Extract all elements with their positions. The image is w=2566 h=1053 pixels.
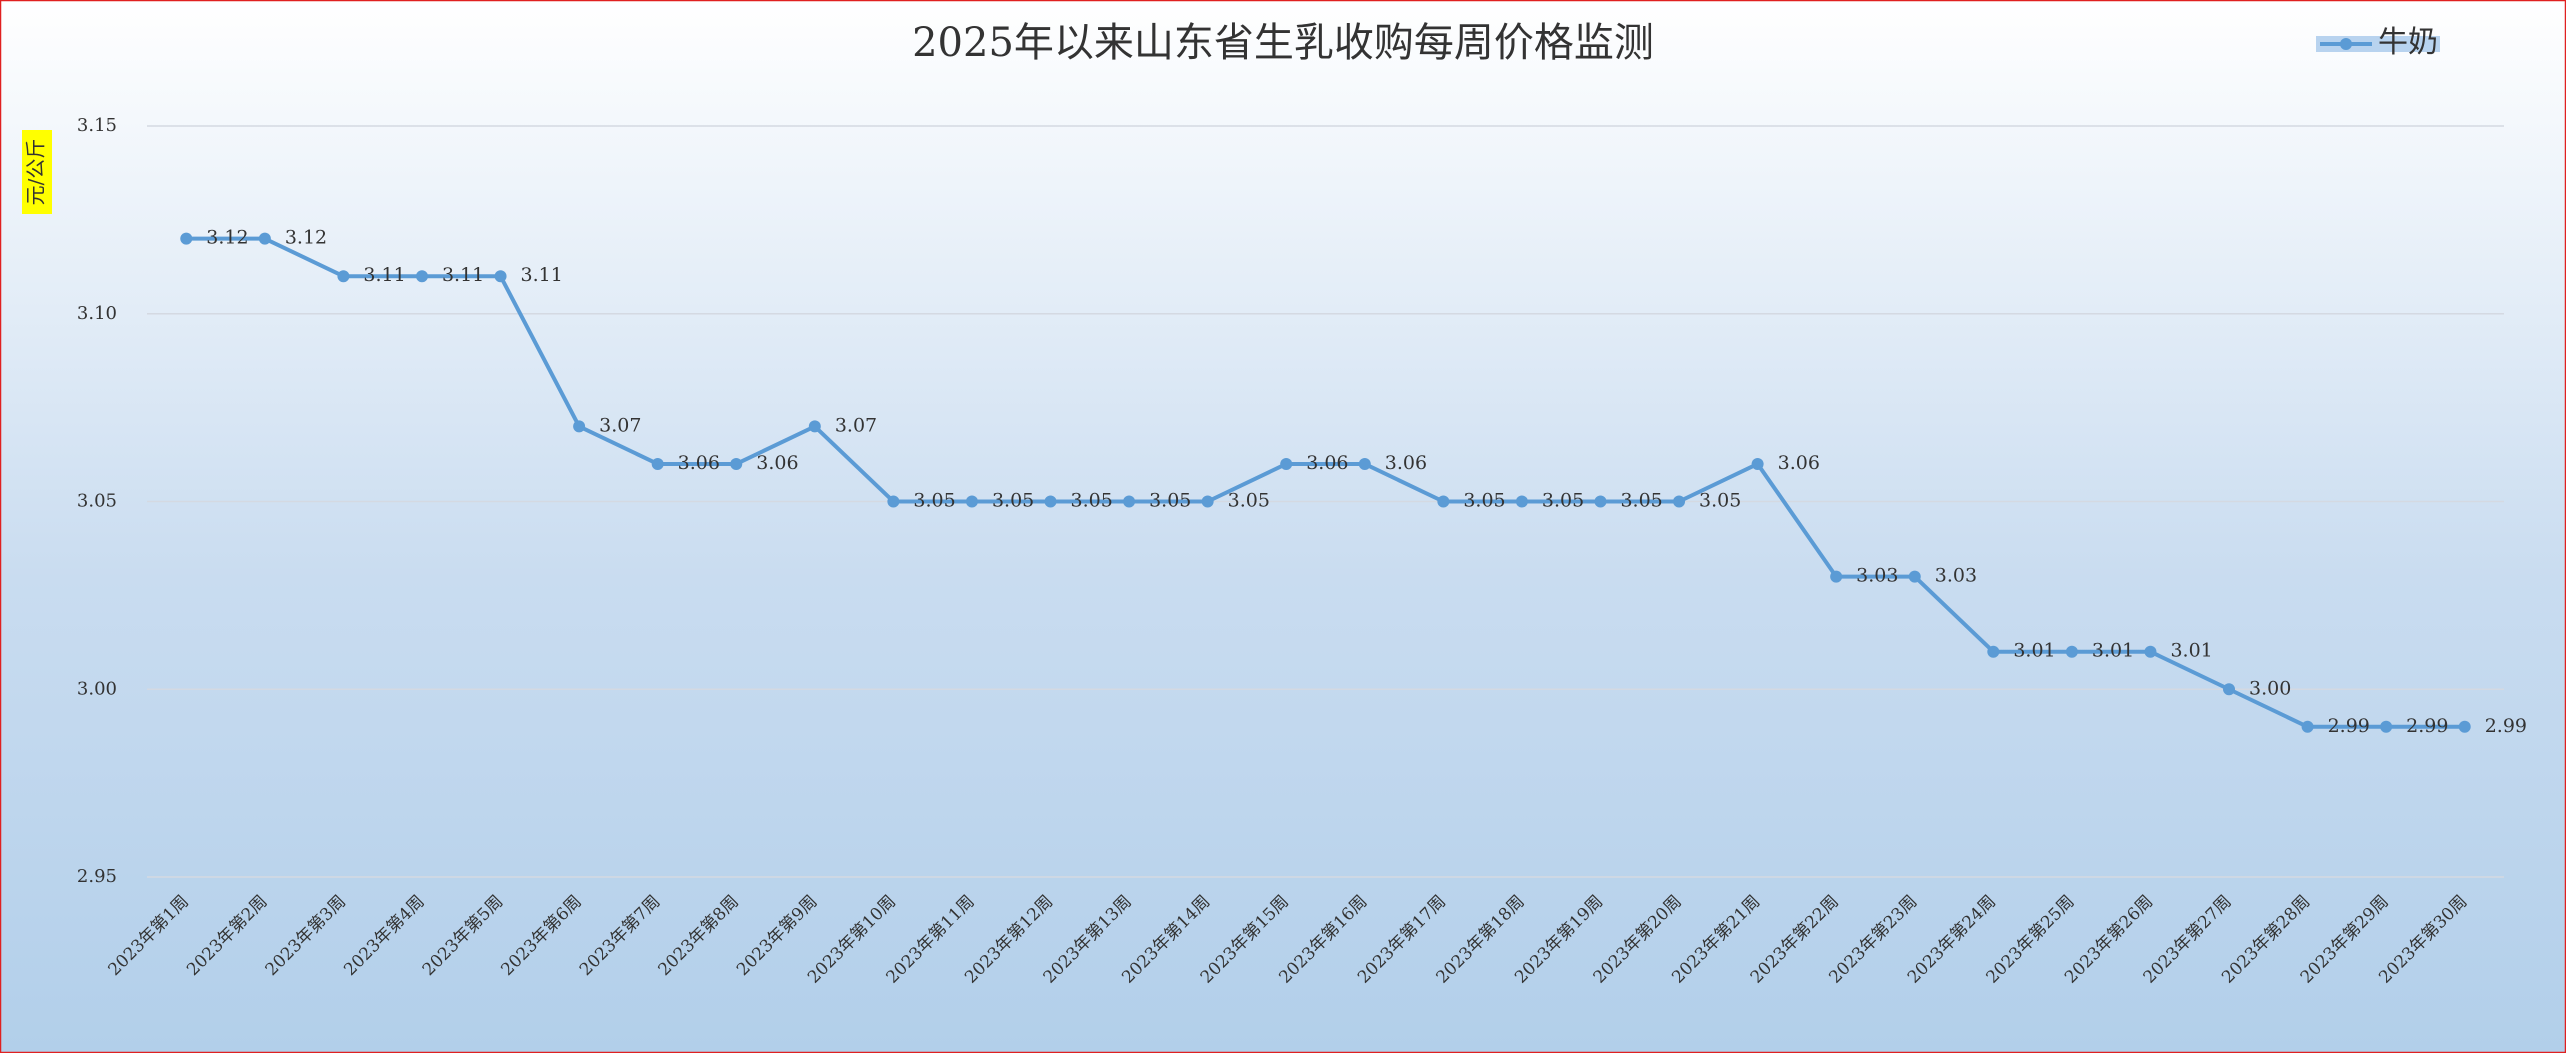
- data-point: [2223, 683, 2236, 696]
- data-label: 3.05: [1620, 490, 1662, 512]
- data-point: [2458, 720, 2471, 733]
- data-label: 3.03: [1856, 565, 1898, 587]
- data-point: [180, 232, 193, 245]
- y-tick-label: 3.10: [77, 303, 117, 324]
- data-point: [1123, 495, 1136, 508]
- data-point: [2065, 645, 2078, 658]
- data-point: [730, 457, 743, 470]
- data-label: 3.07: [835, 414, 877, 436]
- data-point: [965, 495, 978, 508]
- data-label: 3.01: [2170, 640, 2212, 662]
- data-point: [808, 420, 821, 433]
- data-point: [651, 457, 664, 470]
- y-axis-label: 元/公斤: [24, 139, 48, 206]
- data-label: 3.05: [1463, 490, 1505, 512]
- data-point: [258, 232, 271, 245]
- data-label: 3.12: [285, 227, 327, 249]
- data-point: [1044, 495, 1057, 508]
- data-label: 3.03: [1935, 565, 1977, 587]
- data-label: 3.11: [442, 264, 484, 286]
- data-point: [1673, 495, 1686, 508]
- data-point: [1987, 645, 2000, 658]
- data-point: [1594, 495, 1607, 508]
- data-label: 3.00: [2249, 677, 2291, 699]
- y-label-background: [22, 130, 52, 214]
- data-point: [1830, 570, 1843, 583]
- data-label: 3.05: [1542, 490, 1584, 512]
- data-point: [1908, 570, 1921, 583]
- data-point: [1437, 495, 1450, 508]
- data-label: 3.01: [2013, 640, 2055, 662]
- data-label: 3.12: [206, 227, 248, 249]
- data-point: [887, 495, 900, 508]
- data-label: 3.11: [363, 264, 405, 286]
- data-label: 3.06: [678, 452, 720, 474]
- data-label: 3.06: [756, 452, 798, 474]
- data-label: 2.99: [2328, 715, 2370, 737]
- data-label: 3.07: [599, 414, 641, 436]
- data-label: 2.99: [2485, 715, 2527, 737]
- data-point: [2301, 720, 2314, 733]
- data-label: 3.05: [1071, 490, 1113, 512]
- data-label: 3.05: [1228, 490, 1270, 512]
- legend-label: 牛奶: [2378, 25, 2438, 60]
- data-point: [1751, 457, 1764, 470]
- data-point: [1201, 495, 1214, 508]
- legend-marker: [2340, 38, 2352, 50]
- y-tick-label: 3.15: [77, 115, 117, 136]
- data-point: [1280, 457, 1293, 470]
- data-point: [1358, 457, 1371, 470]
- data-label: 3.05: [992, 490, 1034, 512]
- data-label: 3.06: [1778, 452, 1820, 474]
- data-label: 3.05: [1699, 490, 1741, 512]
- data-point: [2380, 720, 2393, 733]
- data-label: 3.01: [2092, 640, 2134, 662]
- y-tick-label: 3.00: [77, 678, 117, 699]
- chart-title: 2025年以来山东省生乳收购每周价格监测: [912, 20, 1654, 66]
- y-tick-label: 2.95: [77, 866, 117, 887]
- data-point: [573, 420, 586, 433]
- data-label: 3.06: [1385, 452, 1427, 474]
- data-label: 3.05: [1149, 490, 1191, 512]
- data-label: 2.99: [2406, 715, 2448, 737]
- data-point: [494, 270, 507, 283]
- series-line: [186, 236, 2465, 729]
- data-point: [337, 270, 350, 283]
- data-point: [415, 270, 428, 283]
- data-label: 3.06: [1306, 452, 1348, 474]
- data-point: [2144, 645, 2157, 658]
- data-point: [1515, 495, 1528, 508]
- data-label: 3.11: [521, 264, 563, 286]
- y-tick-label: 3.05: [77, 491, 117, 512]
- data-label: 3.05: [913, 490, 955, 512]
